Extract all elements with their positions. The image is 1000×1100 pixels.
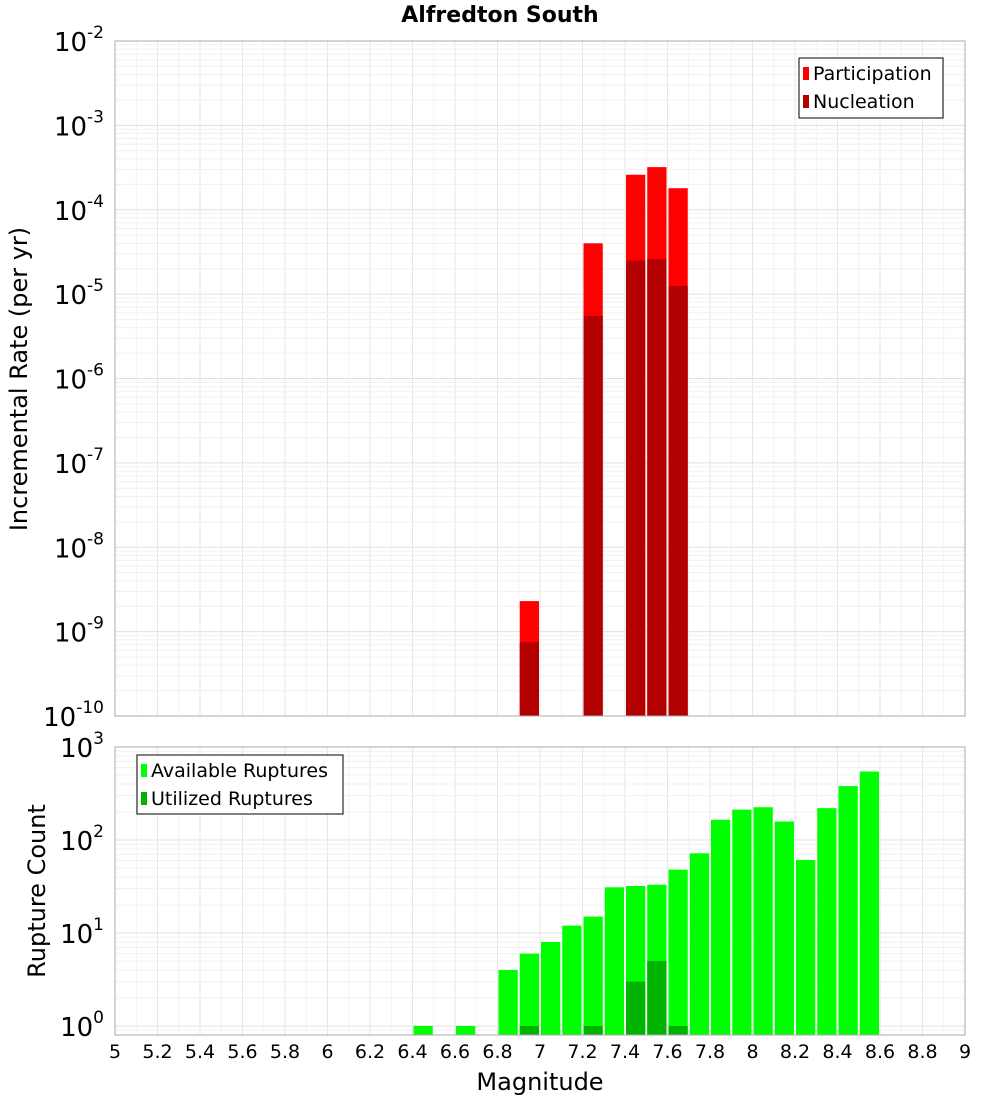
rate-legend-box xyxy=(798,57,944,119)
rate-legend-swatch xyxy=(803,67,809,80)
count-x-tick-label: 5.4 xyxy=(185,1041,215,1063)
count-x-tick-label: 6.2 xyxy=(355,1041,385,1063)
count-bar xyxy=(583,916,603,1035)
count-bar xyxy=(774,821,794,1035)
count-x-tick-label: 6.8 xyxy=(482,1041,512,1063)
count-x-tick-label: 6 xyxy=(321,1041,333,1063)
count-y-tick-label: 103 xyxy=(60,729,104,764)
count-y-tick-label: 101 xyxy=(60,915,104,950)
count-y-tick-label: 102 xyxy=(60,822,104,857)
rate-y-tick-label: 10-2 xyxy=(54,23,104,58)
count-x-tick-label: 5.6 xyxy=(227,1041,257,1063)
rate-frame xyxy=(114,40,966,717)
count-series-1 xyxy=(519,960,688,1035)
rate-legend-label: Nucleation xyxy=(813,91,915,113)
rate-legend-label: Participation xyxy=(813,63,932,85)
count-x-tick-label: 7 xyxy=(534,1041,546,1063)
rate-y-tick-label: 10-4 xyxy=(54,192,104,227)
count-x-tick-label: 7.6 xyxy=(652,1041,682,1063)
count-frame xyxy=(114,746,966,1036)
count-bar xyxy=(519,1025,539,1035)
count-x-tick-label: 8.8 xyxy=(907,1041,937,1063)
count-legend-label: Utilized Ruptures xyxy=(151,788,313,810)
rate-series-1 xyxy=(519,259,688,716)
count-bar xyxy=(498,969,518,1035)
count-bar xyxy=(817,808,837,1035)
count-legend-swatch xyxy=(141,764,147,777)
rate-legend-swatch xyxy=(803,95,809,108)
rate-bar xyxy=(519,642,539,716)
count-bar xyxy=(859,771,879,1035)
count-x-tick-label: 9 xyxy=(959,1041,971,1063)
count-x-tick-label: 8.6 xyxy=(865,1041,895,1063)
count-legend-swatch xyxy=(141,792,147,805)
count-bar xyxy=(583,1025,603,1035)
count-bar xyxy=(732,809,752,1035)
rate-legend: Participation Nucleation xyxy=(798,57,944,119)
rate-bar xyxy=(647,259,667,716)
count-legend: Available Ruptures Utilized Ruptures xyxy=(136,754,344,815)
count-bar xyxy=(519,953,539,1035)
count-x-tick-label: 6.4 xyxy=(397,1041,427,1063)
count-bar xyxy=(689,853,709,1035)
count-bar xyxy=(668,869,688,1035)
count-bar xyxy=(647,960,667,1035)
rate-y-tick-label: 10-6 xyxy=(54,361,104,396)
count-bar xyxy=(626,981,646,1035)
count-bar xyxy=(668,1025,688,1035)
count-x-tick-label: 6.6 xyxy=(440,1041,470,1063)
count-legend-box xyxy=(136,754,344,815)
rate-grid xyxy=(114,40,966,717)
rate-y-tick-label: 10-5 xyxy=(54,276,104,311)
count-x-tick-label: 8.4 xyxy=(822,1041,852,1063)
rate-bar xyxy=(668,285,688,716)
rate-y-tick-label: 10-7 xyxy=(54,445,104,480)
rate-y-tick-label: 10-8 xyxy=(54,529,104,564)
count-bar xyxy=(796,859,816,1035)
count-bar xyxy=(413,1025,433,1035)
count-x-tick-label: 8 xyxy=(746,1041,758,1063)
count-x-tick-label: 5 xyxy=(109,1041,121,1063)
count-x-tick-label: 5.8 xyxy=(270,1041,300,1063)
count-x-tick-label: 5.2 xyxy=(142,1041,172,1063)
rate-y-tick-label: 10-10 xyxy=(43,698,104,733)
count-x-tick-label: 7.2 xyxy=(567,1041,597,1063)
count-x-tick-label: 7.8 xyxy=(695,1041,725,1063)
count-x-tick-label: 8.2 xyxy=(780,1041,810,1063)
count-bar xyxy=(838,786,858,1035)
x-axis-label: Magnitude xyxy=(476,1068,603,1096)
rate-y-tick-label: 10-9 xyxy=(54,614,104,649)
count-x-tick-label: 7.4 xyxy=(610,1041,640,1063)
count-series-0 xyxy=(413,771,879,1035)
count-y-tick-label: 100 xyxy=(60,1008,104,1043)
count-bar xyxy=(604,887,624,1035)
count-bar xyxy=(456,1025,476,1035)
rate-y-tick-label: 10-3 xyxy=(54,107,104,142)
rate-bar xyxy=(626,260,646,716)
count-bar xyxy=(753,807,773,1035)
count-bar xyxy=(541,942,561,1035)
rate-panel: 10-2 10-3 10-4 10-5 10-6 10-7 10-8 10-9 10-10 Par… xyxy=(43,23,966,733)
count-legend-label: Available Ruptures xyxy=(151,760,328,782)
chart-title: Alfredton South xyxy=(401,3,598,28)
bottom-y-axis-label: Rupture Count xyxy=(23,804,51,978)
count-bar xyxy=(711,819,731,1035)
top-y-axis-label: Incremental Rate (per yr) xyxy=(5,227,33,531)
rate-bar xyxy=(583,316,603,716)
count-bar xyxy=(562,925,582,1035)
